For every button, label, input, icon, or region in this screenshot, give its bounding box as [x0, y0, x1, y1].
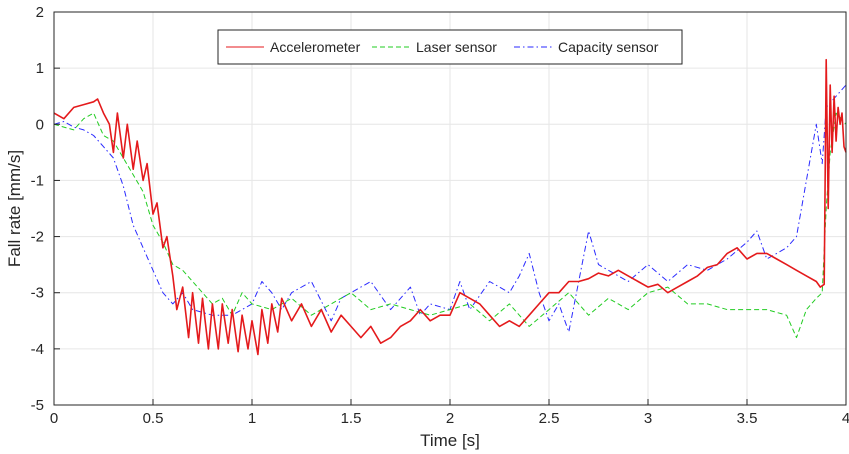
x-tick-label: 4 — [842, 410, 849, 427]
axis-ticks: 0 0.5 1 1.5 2 2.5 3 3.5 4 -5 -4 -3 -2 -1 0 1 2 — [31, 4, 849, 427]
y-tick-label: 2 — [36, 4, 44, 21]
legend: Accelerometer Laser sensor Capacity sensor — [217, 29, 683, 65]
x-tick-label: 2 — [446, 410, 454, 427]
x-axis-label: Time [s] — [420, 431, 480, 450]
x-tick-label: 2.5 — [539, 410, 560, 427]
y-tick-label: -1 — [31, 172, 44, 189]
legend-label: Accelerometer — [270, 39, 361, 55]
y-tick-label: 0 — [36, 116, 44, 133]
series-line-laser-sensor — [53, 112, 847, 339]
y-tick-label: -3 — [31, 285, 44, 302]
y-tick-label: -5 — [31, 397, 44, 414]
legend-label: Capacity sensor — [558, 39, 659, 55]
x-tick-label: 3 — [644, 410, 652, 427]
y-tick-label: -4 — [31, 341, 44, 358]
series-layer — [53, 58, 847, 356]
x-tick-label: 1 — [248, 410, 256, 427]
x-tick-label: 1.5 — [341, 410, 362, 427]
series-line-accelerometer — [53, 58, 847, 356]
x-tick-label: 0 — [50, 410, 58, 427]
y-tick-label: 1 — [36, 60, 44, 77]
y-tick-label: -2 — [31, 229, 44, 246]
x-tick-label: 0.5 — [143, 410, 164, 427]
y-axis-label: Fall rate [mm/s] — [5, 150, 24, 267]
legend-label: Laser sensor — [416, 39, 497, 55]
x-tick-label: 3.5 — [737, 410, 758, 427]
legend-box — [217, 29, 683, 65]
